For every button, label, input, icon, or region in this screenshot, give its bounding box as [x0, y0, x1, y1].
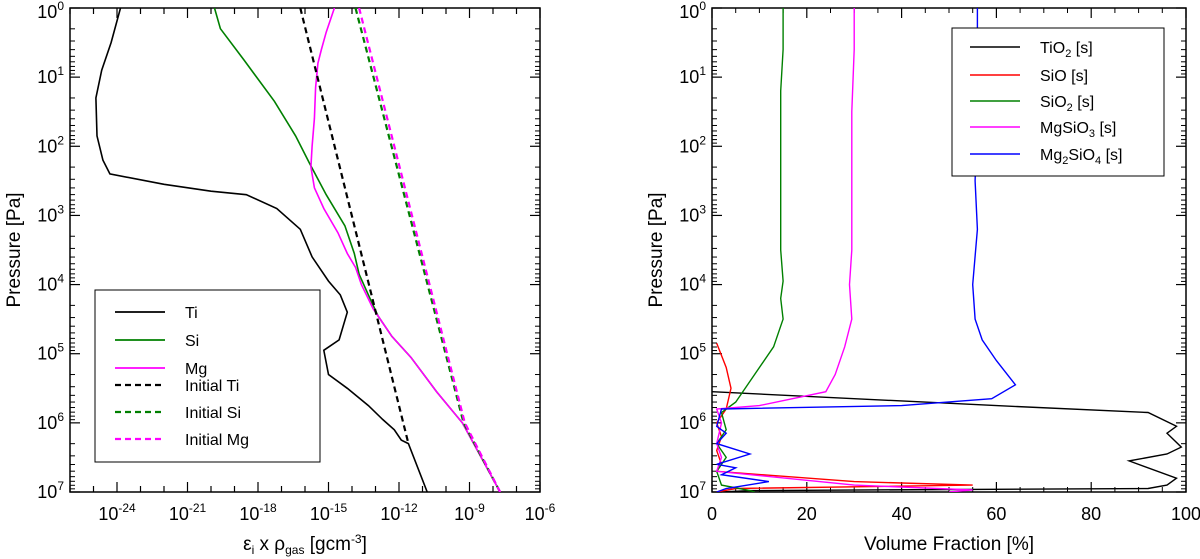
left-legend: Ti Si Mg Initial Ti Initial Si Initial M…: [94, 289, 321, 463]
left-y-tick-label: 101: [37, 64, 64, 87]
series-line-sio-s: [715, 343, 973, 492]
right-series-lines: [712, 8, 1183, 492]
left-y-tick-label: 107: [37, 479, 64, 502]
series-line-mgsio3-s: [715, 8, 973, 492]
left-x-tick-label: 10-21: [169, 501, 207, 524]
left-legend-frame: [94, 289, 321, 463]
right-y-tick-label: 101: [679, 64, 706, 87]
right-y-tick-label: 106: [679, 410, 706, 433]
series-line-mg: [310, 8, 501, 492]
right-y-tick-label: 104: [679, 272, 706, 295]
series-line-sio2-s: [715, 8, 784, 492]
right-x-axis-title: Volume Fraction [%]: [864, 534, 1034, 555]
legend-label-mgsio3: MgSiO3 [s]: [1040, 120, 1116, 140]
left-x-tick-label: 10-9: [454, 501, 485, 524]
right-y-tick-label: 103: [679, 202, 706, 225]
right-y-tick-label: 100: [679, 0, 706, 22]
left-series-lines: [95, 8, 502, 492]
left-x-axis-title: εi x ρgas [gcm-3]: [243, 532, 367, 557]
right-x-tick-label: 0: [707, 504, 717, 524]
left-y-tick-label: 100: [37, 0, 64, 22]
right-legend-frame: [951, 27, 1165, 177]
left-y-tick-label: 103: [37, 202, 64, 225]
left-x-tick-label: 10-15: [310, 501, 348, 524]
right-x-tick-label: 60: [986, 504, 1006, 524]
right-y-tick-label: 107: [679, 479, 706, 502]
series-line-ti: [95, 8, 428, 492]
left-ticks: 100 101 102 103 104 105 106 107 10-24 10-21 10-18 1…: [37, 0, 555, 524]
right-y-axis-title: Pressure [Pa]: [646, 192, 667, 307]
left-x-tick-label: 10-24: [98, 501, 136, 524]
legend-label-initial-si: Initial Si: [185, 405, 241, 422]
left-y-tick-label: 104: [37, 272, 64, 295]
right-legend: TiO2 [s] SiO [s] SiO2 [s] MgSiO3 [s] Mg2…: [951, 27, 1165, 177]
legend-label-initial-mg: Initial Mg: [185, 432, 249, 449]
legend-label-sio: SiO [s]: [1040, 68, 1088, 85]
series-line-initial-mg: [358, 8, 502, 492]
right-x-tick-label: 20: [797, 504, 817, 524]
left-x-tick-label: 10-18: [239, 501, 277, 524]
series-line-initial-si: [354, 8, 502, 492]
series-line-tio2-s: [712, 391, 1183, 492]
left-x-tick-label: 10-6: [525, 501, 556, 524]
right-x-tick-label: 80: [1081, 504, 1101, 524]
left-chart: 100 101 102 103 104 105 106 107 10-24 10-21 10-18 1…: [4, 0, 556, 557]
left-x-tick-label: 10-12: [380, 501, 418, 524]
right-x-tick-label: 100: [1171, 504, 1200, 524]
legend-label-mg2sio4: Mg2SiO4 [s]: [1040, 147, 1123, 167]
right-y-tick-label: 105: [679, 341, 706, 364]
legend-label-tio2: TiO2 [s]: [1040, 40, 1093, 60]
series-line-mg2sio4-s: [715, 8, 1017, 492]
legend-label-si: Si: [185, 333, 199, 350]
legend-label-ti: Ti: [185, 305, 198, 322]
series-line-initial-ti: [299, 8, 410, 444]
right-x-tick-label: 40: [892, 504, 912, 524]
right-y-tick-label: 102: [679, 133, 706, 156]
left-y-axis-title: Pressure [Pa]: [4, 192, 25, 307]
legend-label-mg: Mg: [185, 361, 207, 378]
left-y-tick-label: 105: [37, 341, 64, 364]
legend-label-initial-ti: Initial Ti: [185, 378, 239, 395]
left-y-tick-label: 106: [37, 410, 64, 433]
legend-label-sio2: SiO2 [s]: [1040, 94, 1094, 114]
left-y-tick-label: 102: [37, 133, 64, 156]
